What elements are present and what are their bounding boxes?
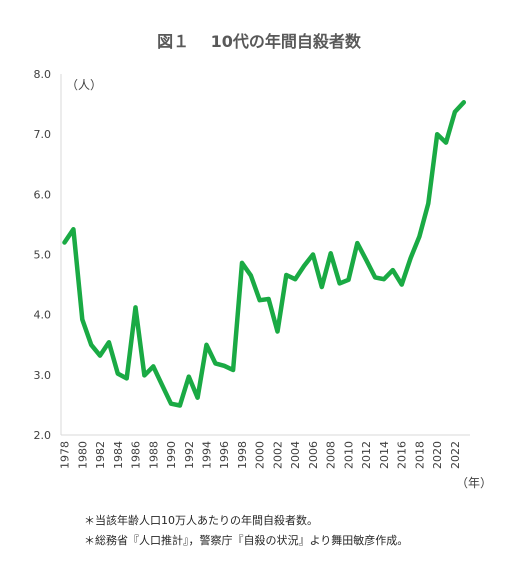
data-point xyxy=(444,141,448,145)
x-tick-label: 1982 xyxy=(94,441,107,469)
data-point xyxy=(249,274,253,278)
y-tick-label: 3.0 xyxy=(34,369,52,382)
x-axis-unit-label: （年） xyxy=(456,476,492,490)
data-point xyxy=(222,364,226,368)
x-tick-label: 2012 xyxy=(360,441,373,469)
y-tick-label: 8.0 xyxy=(34,68,52,81)
data-point xyxy=(355,241,359,245)
data-point xyxy=(435,132,439,136)
data-point xyxy=(426,201,430,205)
y-axis-unit-label: （人） xyxy=(66,78,102,92)
x-tick-label: 2016 xyxy=(396,441,409,469)
data-point xyxy=(338,281,342,285)
data-point xyxy=(178,403,182,408)
data-point xyxy=(240,261,244,265)
x-tick-label: 1988 xyxy=(147,441,160,469)
axes xyxy=(60,74,470,436)
data-point xyxy=(275,329,280,334)
footnote-1: ＊当該年齢人口10万人あたりの年間自殺者数。 xyxy=(84,514,318,527)
data-point xyxy=(373,275,377,279)
y-axis-ticks: 2.0 3.0 4.0 5.0 6.0 7.0 8.0 xyxy=(34,68,52,442)
data-point xyxy=(125,376,129,380)
x-tick-label: 2000 xyxy=(254,441,267,469)
data-point xyxy=(169,402,173,406)
data-point xyxy=(409,256,413,260)
x-tick-label: 1978 xyxy=(59,441,72,469)
data-point xyxy=(213,361,217,365)
chart-title: 図１ 10代の年間自殺者数 xyxy=(157,32,362,51)
x-tick-label: 2002 xyxy=(271,441,284,469)
data-point xyxy=(187,375,191,379)
y-tick-label: 4.0 xyxy=(34,309,52,322)
data-point xyxy=(98,354,102,358)
series-layer xyxy=(62,100,467,408)
data-point xyxy=(284,273,288,277)
x-tick-label: 2010 xyxy=(342,441,355,469)
x-tick-label: 1980 xyxy=(76,441,89,469)
footnote-2: ＊総務省『人口推計』，警察庁『自殺の状況』より舞田敏彦作成。 xyxy=(84,534,409,547)
data-point xyxy=(453,110,457,114)
x-tick-label: 1998 xyxy=(236,441,249,469)
series-line xyxy=(62,100,467,408)
data-point xyxy=(204,343,209,347)
data-point xyxy=(267,297,271,301)
data-point xyxy=(346,278,351,282)
data-point xyxy=(311,252,315,257)
x-tick-label: 1984 xyxy=(112,441,125,469)
data-point xyxy=(160,383,164,387)
x-tick-label: 2020 xyxy=(431,441,444,469)
data-point xyxy=(116,372,120,376)
data-point xyxy=(258,298,262,302)
data-point xyxy=(364,258,368,262)
x-tick-label: 2022 xyxy=(449,441,462,469)
data-point xyxy=(80,317,84,322)
data-point xyxy=(231,368,235,372)
data-point xyxy=(329,251,333,255)
x-tick-label: 2004 xyxy=(289,441,302,469)
data-point xyxy=(107,340,111,344)
x-tick-label: 2014 xyxy=(378,441,391,469)
y-tick-label: 2.0 xyxy=(34,429,52,442)
x-tick-label: 1990 xyxy=(165,441,178,469)
data-point xyxy=(71,227,75,231)
data-point xyxy=(196,396,200,400)
data-point xyxy=(400,283,404,287)
data-point xyxy=(151,364,155,368)
data-point xyxy=(142,373,146,377)
data-point xyxy=(320,285,324,289)
y-tick-label: 6.0 xyxy=(34,188,52,201)
y-tick-label: 7.0 xyxy=(34,128,52,141)
data-point xyxy=(302,264,306,268)
x-tick-label: 1986 xyxy=(130,441,143,469)
x-tick-label: 2008 xyxy=(325,441,338,469)
x-tick-label: 1992 xyxy=(183,441,196,469)
data-point xyxy=(133,305,138,309)
data-point xyxy=(382,277,386,281)
y-tick-label: 5.0 xyxy=(34,249,52,262)
x-tick-label: 1996 xyxy=(218,441,231,469)
data-point xyxy=(62,240,67,245)
x-tick-label: 2006 xyxy=(307,441,320,469)
x-tick-label: 2018 xyxy=(413,441,426,469)
data-point xyxy=(293,277,297,281)
x-tick-label: 1994 xyxy=(201,441,214,469)
data-point xyxy=(462,100,466,104)
x-axis-ticks: 1978 1980 1982 1984 1986 1988 1990 1992 1994 1996… xyxy=(59,441,462,469)
data-point xyxy=(417,234,421,239)
data-point xyxy=(89,343,93,347)
data-point xyxy=(391,268,395,272)
